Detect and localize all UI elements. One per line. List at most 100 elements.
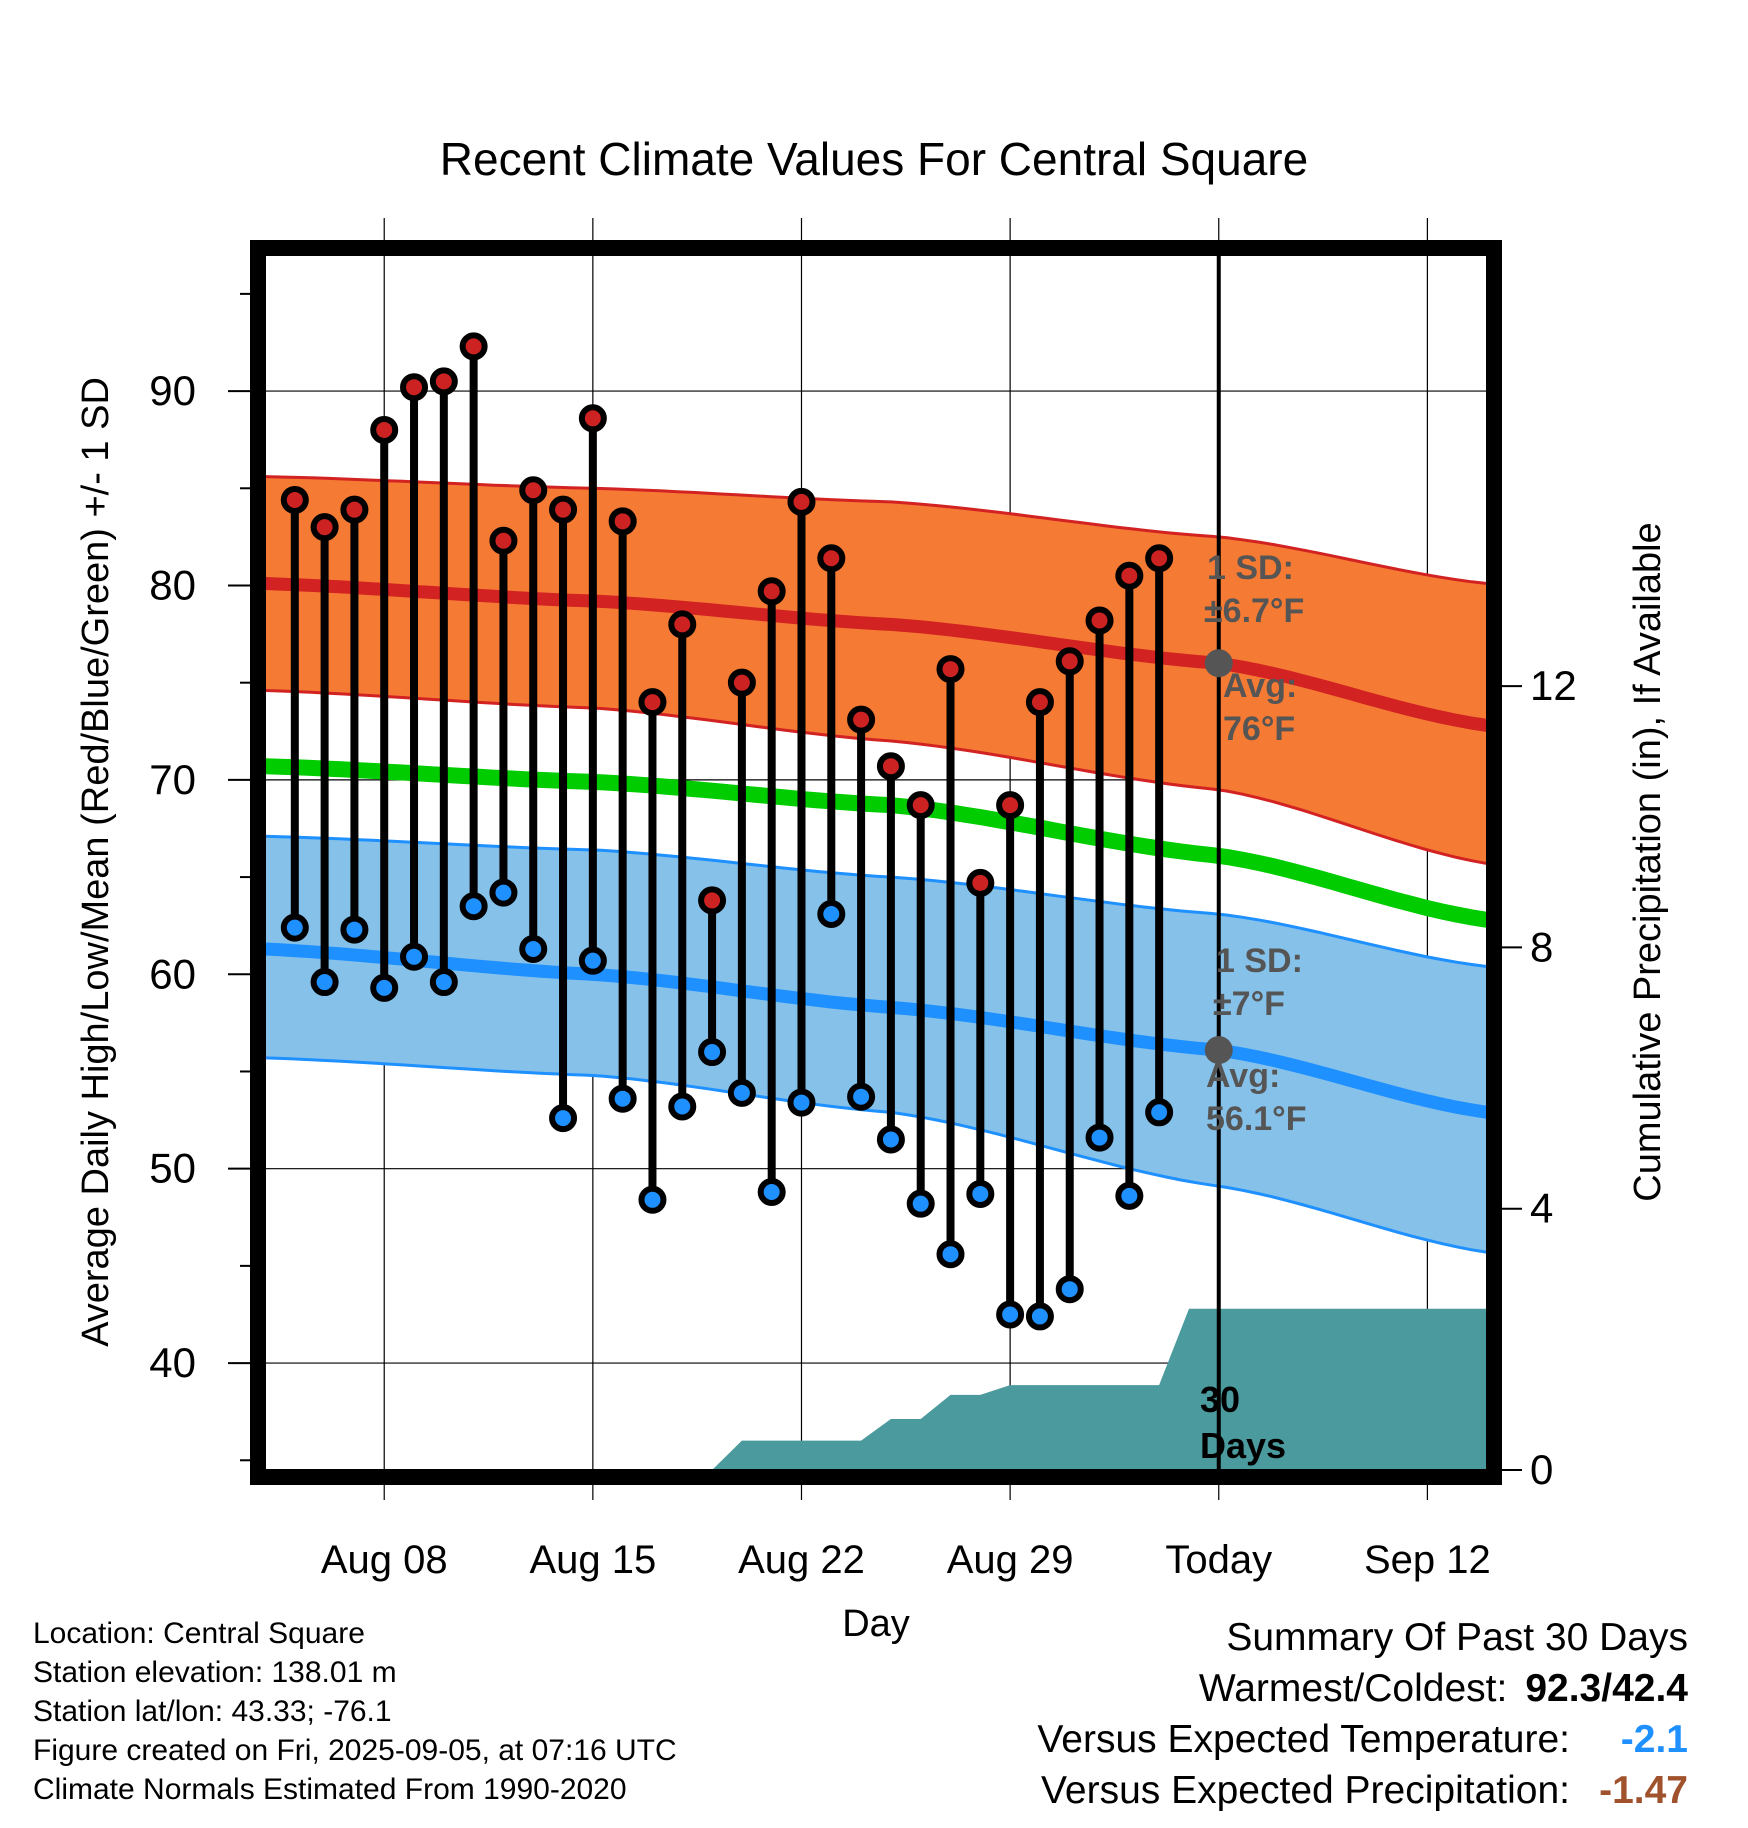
- obs-high-point: [280, 485, 309, 514]
- y2-axis-label: Cumulative Precipitation (in), If Availa…: [1627, 522, 1669, 1201]
- obs-low-point: [310, 968, 339, 997]
- obs-low-point: [370, 973, 399, 1002]
- x-axis-label: Day: [842, 1603, 910, 1645]
- obs-low-point: [698, 1038, 727, 1067]
- obs-high-point: [370, 415, 399, 444]
- precipitation-area: [265, 1308, 1487, 1470]
- precip-annotation: 30 Days: [1200, 1379, 1286, 1466]
- tick-label-y: 80: [149, 561, 196, 608]
- obs-high-point: [638, 688, 667, 717]
- obs-high-point: [847, 705, 876, 734]
- tick-label-x: Today: [1165, 1538, 1272, 1582]
- obs-high-point: [936, 655, 965, 684]
- low-sd-value: ±7°F: [1213, 985, 1285, 1023]
- high-avg-value: 76°F: [1223, 710, 1295, 748]
- obs-high-point: [698, 886, 727, 915]
- obs-low-point: [996, 1300, 1025, 1329]
- summary-temp: Versus Expected Temperature: -2.1: [1037, 1714, 1688, 1765]
- latlon-text: Station lat/lon: 43.33; -76.1: [33, 1695, 392, 1728]
- tick-label-x: Sep 12: [1364, 1538, 1491, 1582]
- high-sd-band-upper-edge: [265, 475, 1487, 585]
- elevation-text: Station elevation: 138.01 m: [33, 1656, 397, 1689]
- obs-low-point: [578, 946, 607, 975]
- high-sd-band: [265, 476, 1487, 864]
- obs-high-point: [429, 367, 458, 396]
- mean-normal-line: [265, 758, 1487, 928]
- obs-high-point: [876, 752, 905, 781]
- obs-high-point: [459, 332, 488, 361]
- obs-low-point: [787, 1088, 816, 1117]
- today-marker: [1204, 250, 1233, 1470]
- temp-label: Versus Expected Temperature:: [1037, 1718, 1570, 1761]
- created-text: Figure created on Fri, 2025-09-05, at 07…: [33, 1734, 677, 1767]
- high-sd-band-lower-edge: [265, 689, 1487, 865]
- precip-area: [265, 1308, 1487, 1470]
- obs-high-point: [906, 791, 935, 820]
- obs-high-point: [1145, 544, 1174, 573]
- obs-low-point: [668, 1092, 697, 1121]
- obs-high-point: [340, 495, 369, 524]
- low-avg-value: 56.1°F: [1206, 1100, 1307, 1138]
- obs-low-point: [549, 1104, 578, 1133]
- location-text: Location: Central Square: [33, 1617, 365, 1650]
- obs-low-point: [1025, 1302, 1054, 1331]
- high-sd-value: ±6.7°F: [1204, 592, 1304, 630]
- obs-low-point: [906, 1189, 935, 1218]
- warm-cold-value: 92.3/42.4: [1525, 1667, 1688, 1710]
- obs-high-point: [757, 577, 786, 606]
- obs-high-point: [996, 791, 1025, 820]
- tick-label-y2: 4: [1530, 1185, 1553, 1232]
- obs-high-point: [608, 507, 637, 536]
- obs-high-point: [727, 668, 756, 697]
- normal-bands: [265, 475, 1487, 1254]
- temp-value: -2.1: [1620, 1718, 1688, 1761]
- chart-title: Recent Climate Values For Central Square: [440, 133, 1308, 185]
- low-sd-band-upper-edge: [265, 834, 1487, 968]
- today-low-avg-point: [1204, 1036, 1233, 1065]
- high-normal-line: [265, 577, 1487, 732]
- obs-high-point: [1055, 647, 1084, 676]
- obs-low-point: [757, 1178, 786, 1207]
- warm-cold-label: Warmest/Coldest:: [1198, 1667, 1508, 1710]
- precip-value: -1.47: [1599, 1769, 1688, 1812]
- obs-high-point: [1085, 606, 1114, 635]
- tick-label-y2: 12: [1530, 662, 1577, 709]
- tick-label-x: Aug 22: [738, 1538, 865, 1582]
- obs-low-point: [966, 1179, 995, 1208]
- obs-high-point: [668, 610, 697, 639]
- obs-high-point: [817, 544, 846, 573]
- obs-low-point: [1145, 1098, 1174, 1127]
- obs-high-point: [549, 495, 578, 524]
- obs-low-point: [459, 892, 488, 921]
- obs-high-point: [400, 373, 429, 402]
- tick-label-y: 90: [149, 367, 196, 414]
- tick-label-y2: 8: [1530, 923, 1553, 970]
- obs-low-point: [727, 1078, 756, 1107]
- obs-low-point: [847, 1082, 876, 1111]
- obs-low-point: [1115, 1181, 1144, 1210]
- low-sd-band-lower-edge: [265, 1056, 1487, 1254]
- today-high-avg-point: [1204, 649, 1233, 678]
- y-axis-label: Average Daily High/Low/Mean (Red/Blue/Gr…: [75, 377, 117, 1347]
- obs-low-point: [638, 1185, 667, 1214]
- obs-high-point: [966, 868, 995, 897]
- obs-low-point: [400, 942, 429, 971]
- obs-low-point: [280, 913, 309, 942]
- obs-low-point: [340, 915, 369, 944]
- summary-warm-cold: Warmest/Coldest: 92.3/42.4: [1037, 1663, 1688, 1714]
- summary-panel: Summary Of Past 30 Days Warmest/Coldest:…: [1037, 1612, 1688, 1816]
- low-sd-band: [265, 836, 1487, 1253]
- summary-precip: Versus Expected Precipitation: -1.47: [1037, 1765, 1688, 1816]
- obs-low-point: [817, 900, 846, 929]
- tick-label-y: 70: [149, 756, 196, 803]
- low-sd-label: 1 SD:: [1216, 942, 1303, 980]
- obs-low-point: [489, 878, 518, 907]
- tick-label-x: Aug 08: [321, 1538, 448, 1582]
- annotations: 1 SD: ±6.7°F Avg: 76°F 1 SD: ±7°F Avg: 5…: [1204, 549, 1307, 1138]
- summary-title: Summary Of Past 30 Days: [1226, 1616, 1688, 1659]
- station-info: Location: Central Square Station elevati…: [33, 1614, 677, 1809]
- obs-high-point: [1025, 688, 1054, 717]
- precip-label-days-count: 30: [1200, 1379, 1240, 1420]
